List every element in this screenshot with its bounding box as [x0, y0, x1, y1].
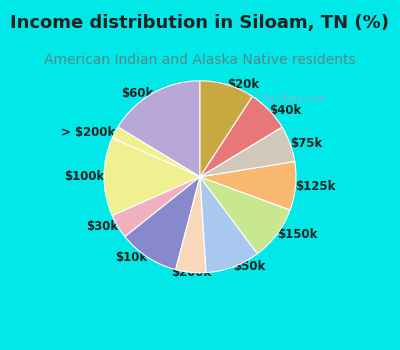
Bar	[0, 339, 400, 350]
Wedge shape	[200, 177, 290, 254]
Text: > $200k: > $200k	[61, 126, 115, 139]
Text: $30k: $30k	[86, 220, 118, 233]
Text: $40k: $40k	[269, 104, 301, 117]
Text: $100k: $100k	[64, 170, 104, 183]
Bar	[0, 77, 12, 350]
Text: $150k: $150k	[277, 228, 317, 241]
Wedge shape	[112, 177, 200, 237]
Text: City-Data.com: City-Data.com	[250, 94, 326, 104]
Text: $200k: $200k	[171, 266, 211, 279]
Text: $60k: $60k	[121, 87, 153, 100]
Wedge shape	[118, 81, 200, 177]
Wedge shape	[112, 127, 200, 177]
Wedge shape	[200, 127, 295, 177]
Wedge shape	[200, 81, 252, 177]
Wedge shape	[104, 138, 200, 216]
Wedge shape	[200, 96, 282, 177]
Text: $20k: $20k	[227, 78, 260, 91]
Wedge shape	[200, 161, 296, 210]
Wedge shape	[176, 177, 206, 273]
Bar	[388, 77, 400, 350]
Text: $10k: $10k	[116, 251, 148, 264]
Text: Income distribution in Siloam, TN (%): Income distribution in Siloam, TN (%)	[10, 14, 390, 32]
Text: $75k: $75k	[290, 137, 322, 150]
Text: American Indian and Alaska Native residents: American Indian and Alaska Native reside…	[44, 53, 356, 67]
Text: $125k: $125k	[296, 180, 336, 193]
Text: $50k: $50k	[233, 260, 266, 273]
Wedge shape	[200, 177, 258, 273]
Wedge shape	[125, 177, 200, 270]
